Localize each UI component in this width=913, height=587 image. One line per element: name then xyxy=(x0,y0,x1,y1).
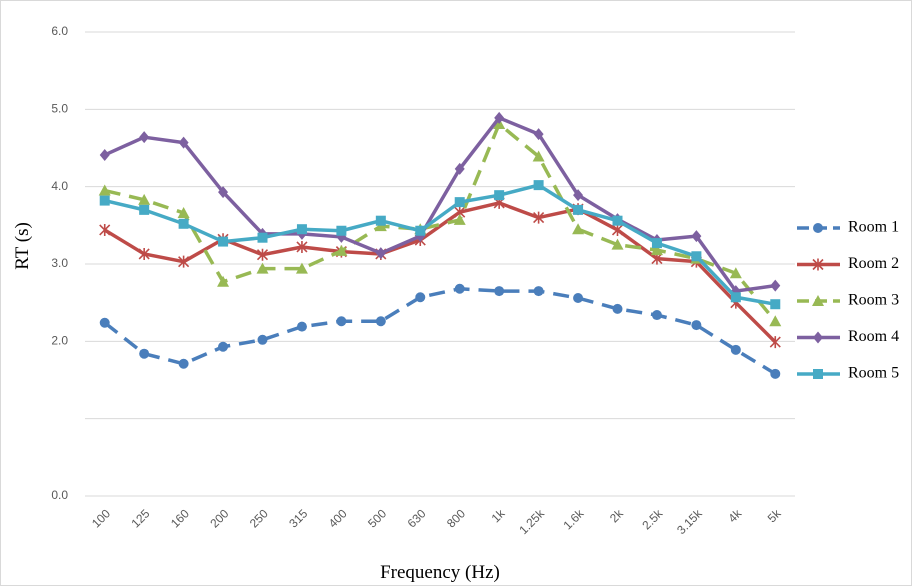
series-line xyxy=(104,122,777,323)
marker xyxy=(256,248,269,261)
series-line xyxy=(103,286,777,376)
marker xyxy=(375,247,386,260)
marker xyxy=(533,180,544,191)
marker xyxy=(139,348,150,359)
y-tick-label: 4.0 xyxy=(51,179,68,193)
marker xyxy=(533,211,545,224)
marker xyxy=(691,230,702,243)
marker xyxy=(573,189,584,202)
y-axis-title: RT (s) xyxy=(12,222,33,270)
marker xyxy=(335,244,348,256)
marker xyxy=(813,223,823,233)
x-axis-title: Frequency (Hz) xyxy=(380,562,500,583)
y-tick-label: 0.0 xyxy=(51,488,68,502)
marker xyxy=(336,316,347,327)
marker xyxy=(573,204,584,215)
marker xyxy=(296,240,308,253)
marker xyxy=(99,317,110,328)
marker xyxy=(770,368,781,379)
marker xyxy=(612,215,623,226)
legend-label: Room 5 xyxy=(848,365,899,382)
legend-label: Room 2 xyxy=(848,255,899,272)
marker xyxy=(572,223,585,235)
legend-label: Room 4 xyxy=(848,328,899,345)
legend-label: Room 1 xyxy=(848,219,899,236)
marker xyxy=(813,369,823,379)
marker xyxy=(453,213,466,225)
series-line xyxy=(104,183,776,306)
marker xyxy=(573,293,584,304)
marker xyxy=(730,344,741,355)
marker xyxy=(415,292,426,303)
marker xyxy=(218,341,229,352)
marker xyxy=(770,279,781,292)
marker xyxy=(257,334,268,345)
marker xyxy=(217,275,230,287)
marker xyxy=(178,358,189,369)
series-line xyxy=(103,201,777,344)
marker xyxy=(769,336,781,349)
marker xyxy=(494,286,505,297)
marker xyxy=(257,232,268,243)
marker xyxy=(139,204,150,215)
marker xyxy=(532,150,545,162)
marker xyxy=(296,224,307,235)
marker xyxy=(177,206,190,218)
marker xyxy=(138,193,151,205)
marker xyxy=(494,190,505,201)
marker xyxy=(454,162,465,175)
marker xyxy=(813,331,823,344)
marker xyxy=(691,251,702,262)
y-tick-label: 2.0 xyxy=(51,334,68,348)
marker xyxy=(611,223,624,236)
marker xyxy=(454,283,465,294)
marker xyxy=(533,128,544,141)
marker xyxy=(415,225,426,236)
marker xyxy=(99,195,110,206)
marker xyxy=(99,148,110,161)
marker xyxy=(611,238,624,250)
marker xyxy=(691,320,702,331)
series-line xyxy=(104,116,776,293)
marker xyxy=(178,136,189,149)
y-tick-label: 3.0 xyxy=(51,256,68,270)
marker xyxy=(729,267,742,279)
marker xyxy=(295,262,308,274)
marker xyxy=(139,131,150,144)
marker xyxy=(138,247,150,260)
y-tick-label: 5.0 xyxy=(51,102,68,116)
marker xyxy=(770,299,781,310)
marker xyxy=(178,218,189,229)
marker xyxy=(454,197,465,208)
marker xyxy=(296,321,307,332)
marker xyxy=(769,315,782,327)
marker xyxy=(336,225,347,236)
marker xyxy=(375,215,386,226)
marker xyxy=(812,258,824,271)
marker xyxy=(98,184,111,196)
marker xyxy=(812,295,824,306)
marker xyxy=(494,111,505,124)
y-tick-label: 6.0 xyxy=(51,24,68,38)
marker xyxy=(533,286,544,297)
marker xyxy=(730,292,741,303)
marker xyxy=(178,255,190,268)
marker xyxy=(218,186,229,199)
marker xyxy=(218,236,229,247)
marker xyxy=(650,244,663,256)
marker xyxy=(651,310,662,321)
marker xyxy=(651,238,662,249)
marker xyxy=(99,223,111,236)
marker xyxy=(612,303,623,314)
legend-label: Room 3 xyxy=(848,292,899,309)
marker xyxy=(256,262,269,274)
marker xyxy=(375,316,386,327)
